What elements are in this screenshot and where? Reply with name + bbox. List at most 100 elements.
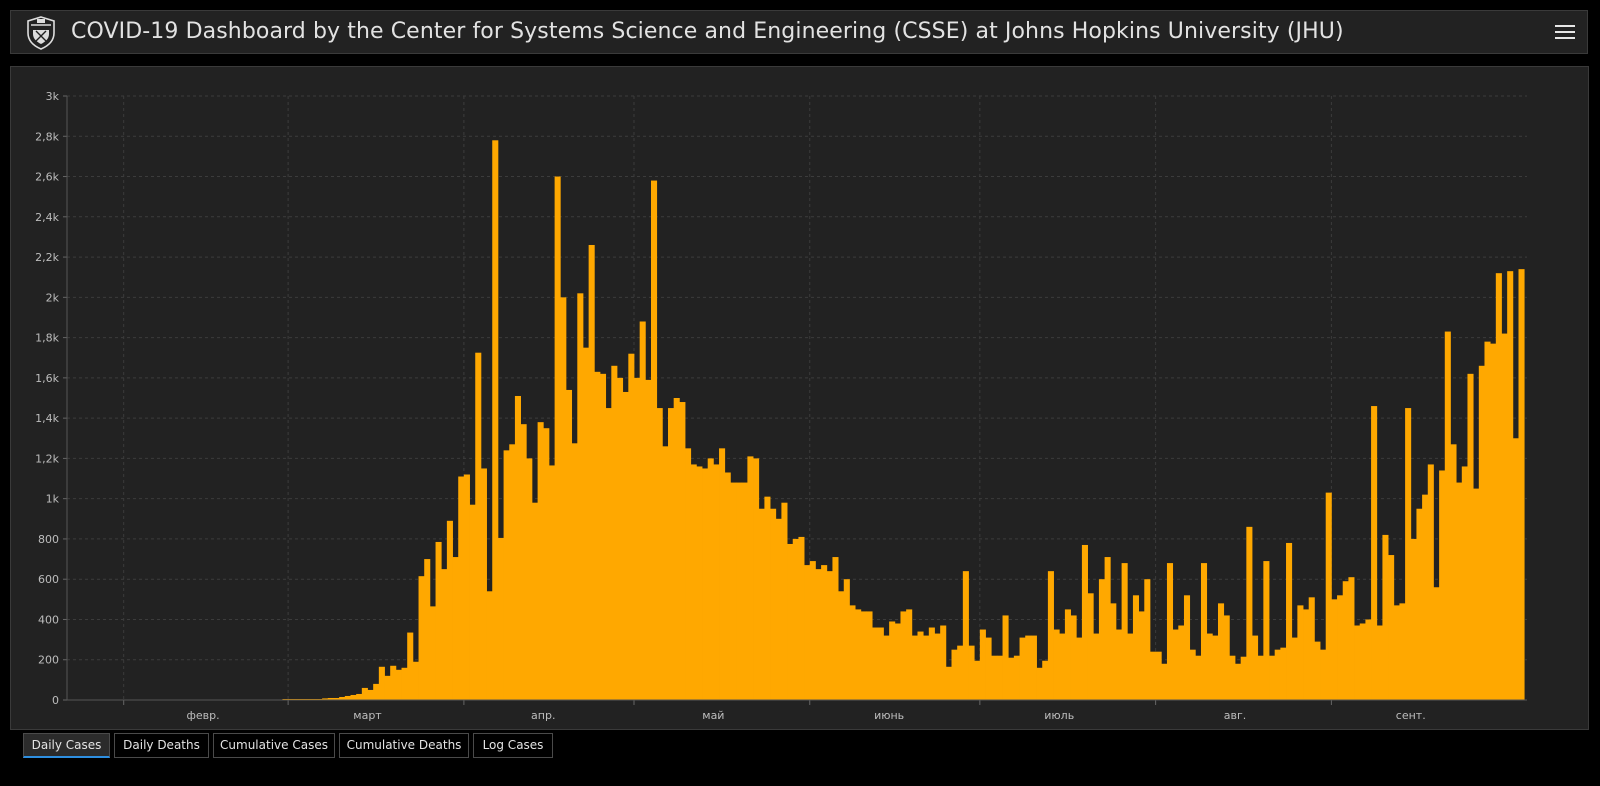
bar[interactable] bbox=[1444, 331, 1451, 700]
bar[interactable] bbox=[611, 365, 618, 700]
bar[interactable] bbox=[446, 520, 453, 700]
bar[interactable] bbox=[1200, 563, 1208, 700]
bar[interactable] bbox=[940, 625, 947, 700]
bar[interactable] bbox=[758, 508, 765, 700]
bar[interactable] bbox=[1013, 655, 1020, 700]
bar[interactable] bbox=[1098, 579, 1105, 700]
bar[interactable] bbox=[582, 347, 590, 700]
bar[interactable] bbox=[1019, 637, 1026, 700]
bar[interactable] bbox=[310, 698, 317, 700]
bar[interactable] bbox=[906, 609, 913, 700]
bar[interactable] bbox=[1382, 534, 1389, 700]
bar[interactable] bbox=[821, 565, 828, 700]
bar[interactable] bbox=[1280, 647, 1287, 700]
hamburger-menu-icon[interactable] bbox=[1555, 22, 1575, 42]
bar[interactable] bbox=[1183, 595, 1191, 700]
bar[interactable] bbox=[1166, 563, 1174, 700]
bar[interactable] bbox=[1246, 526, 1253, 700]
bar[interactable] bbox=[951, 649, 958, 700]
bar[interactable] bbox=[548, 465, 556, 700]
bar[interactable] bbox=[1178, 625, 1185, 700]
bar[interactable] bbox=[934, 633, 941, 700]
bar[interactable] bbox=[599, 373, 607, 700]
bar[interactable] bbox=[770, 508, 777, 700]
bar[interactable] bbox=[1059, 633, 1066, 700]
bar[interactable] bbox=[390, 665, 397, 700]
bar[interactable] bbox=[1025, 635, 1032, 700]
bar[interactable] bbox=[378, 666, 385, 700]
bar[interactable] bbox=[1405, 408, 1412, 700]
bar[interactable] bbox=[497, 537, 504, 700]
bar[interactable] bbox=[883, 635, 890, 700]
bar[interactable] bbox=[594, 371, 601, 700]
bar[interactable] bbox=[1467, 373, 1474, 700]
bar[interactable] bbox=[475, 352, 482, 700]
bar[interactable] bbox=[945, 666, 952, 700]
bar[interactable] bbox=[435, 541, 442, 700]
bar[interactable] bbox=[1195, 655, 1202, 700]
bar[interactable] bbox=[753, 458, 760, 700]
bar[interactable] bbox=[1217, 603, 1225, 700]
bar[interactable] bbox=[1320, 649, 1327, 700]
bar[interactable] bbox=[1410, 538, 1417, 700]
bar[interactable] bbox=[1070, 615, 1077, 700]
bar[interactable] bbox=[843, 579, 850, 700]
bar[interactable] bbox=[1416, 508, 1423, 700]
bar[interactable] bbox=[373, 683, 380, 700]
bar[interactable] bbox=[1308, 597, 1315, 700]
bar[interactable] bbox=[781, 502, 788, 700]
bar[interactable] bbox=[395, 669, 402, 700]
bar[interactable] bbox=[509, 444, 516, 700]
bar[interactable] bbox=[798, 536, 805, 700]
bar[interactable] bbox=[860, 611, 867, 700]
bar[interactable] bbox=[344, 695, 351, 700]
bar[interactable] bbox=[616, 377, 624, 700]
bar[interactable] bbox=[1127, 633, 1134, 700]
bar[interactable] bbox=[1286, 542, 1293, 700]
bar[interactable] bbox=[1030, 635, 1037, 700]
tab-log-cases[interactable]: Log Cases bbox=[473, 733, 553, 758]
bar[interactable] bbox=[514, 395, 521, 700]
bar[interactable] bbox=[418, 576, 425, 700]
bar[interactable] bbox=[1478, 365, 1485, 700]
tab-cumulative-deaths[interactable]: Cumulative Deaths bbox=[339, 733, 469, 758]
bar[interactable] bbox=[452, 557, 459, 700]
bar[interactable] bbox=[1518, 269, 1525, 700]
bar[interactable] bbox=[713, 464, 720, 700]
bar[interactable] bbox=[622, 391, 629, 700]
bar[interactable] bbox=[480, 468, 487, 700]
bar[interactable] bbox=[1104, 557, 1111, 700]
bar[interactable] bbox=[872, 627, 879, 700]
bar[interactable] bbox=[305, 698, 312, 700]
bar[interactable] bbox=[1388, 555, 1395, 700]
bar[interactable] bbox=[673, 398, 680, 700]
bar[interactable] bbox=[526, 458, 533, 700]
bar[interactable] bbox=[719, 448, 726, 700]
bar[interactable] bbox=[1138, 611, 1145, 700]
bar[interactable] bbox=[1371, 406, 1378, 700]
bar[interactable] bbox=[1269, 655, 1276, 700]
bar[interactable] bbox=[838, 591, 845, 700]
bar[interactable] bbox=[554, 176, 561, 700]
bar[interactable] bbox=[350, 694, 357, 700]
bar[interactable] bbox=[1291, 637, 1298, 700]
bar[interactable] bbox=[764, 496, 771, 700]
bar[interactable] bbox=[1331, 599, 1338, 700]
bar[interactable] bbox=[1240, 656, 1247, 700]
bar[interactable] bbox=[736, 482, 743, 700]
bar[interactable] bbox=[775, 518, 782, 700]
bar[interactable] bbox=[656, 408, 663, 700]
bar[interactable] bbox=[520, 424, 527, 700]
tab-daily-deaths[interactable]: Daily Deaths bbox=[114, 733, 209, 758]
bar[interactable] bbox=[361, 687, 368, 700]
bar[interactable] bbox=[1132, 595, 1140, 700]
bar[interactable] bbox=[662, 446, 669, 700]
bar[interactable] bbox=[469, 504, 476, 700]
bar[interactable] bbox=[531, 502, 539, 700]
bar[interactable] bbox=[1053, 629, 1060, 700]
bar[interactable] bbox=[1354, 625, 1361, 700]
bar[interactable] bbox=[288, 698, 295, 700]
bar[interactable] bbox=[1427, 464, 1434, 700]
bar[interactable] bbox=[991, 655, 998, 700]
bar[interactable] bbox=[792, 538, 799, 700]
